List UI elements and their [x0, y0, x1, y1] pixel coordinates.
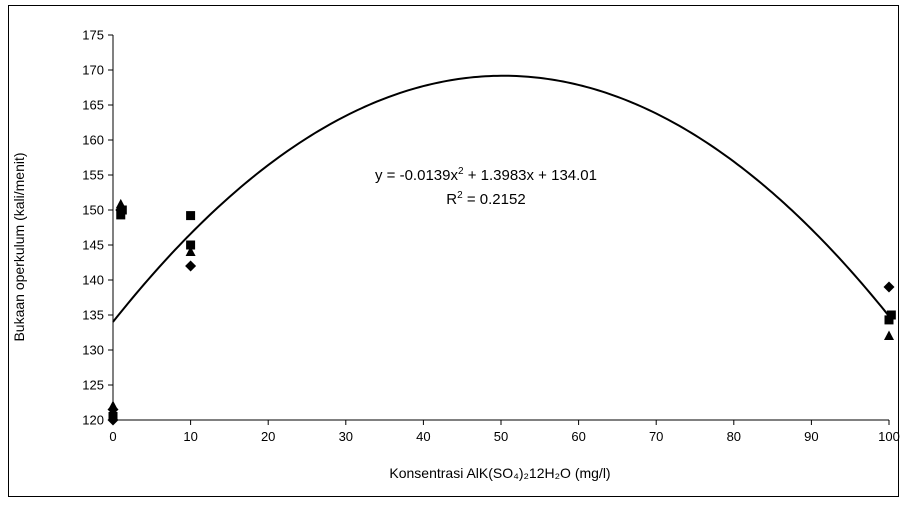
- square-point: [884, 315, 894, 325]
- x-tick-label: 10: [183, 429, 197, 444]
- square-point: [186, 211, 196, 221]
- y-axis-label: Bukaan operkulum (kali/menit): [11, 152, 27, 341]
- x-tick-label: 20: [261, 429, 275, 444]
- x-axis-label: Konsentrasi AlK(SO₄)₂12H₂O (mg/l): [389, 465, 610, 481]
- y-tick-label: 140: [82, 273, 104, 288]
- trendline-equation: y = -0.0139x2 + 1.3983x + 134.01: [375, 166, 597, 184]
- r-squared-label: R2 = 0.2152: [446, 190, 525, 208]
- y-tick-label: 160: [82, 133, 104, 148]
- y-tick-label: 165: [82, 98, 104, 113]
- x-tick-label: 80: [727, 429, 741, 444]
- chart-frame: [8, 5, 899, 497]
- diamond-point: [883, 281, 895, 293]
- y-tick-label: 150: [82, 203, 104, 218]
- x-tick-label: 40: [416, 429, 430, 444]
- data-points: [107, 198, 896, 426]
- x-tick-label: 70: [649, 429, 663, 444]
- square-point: [116, 210, 126, 220]
- y-tick-label: 120: [82, 413, 104, 428]
- triangle-point: [884, 330, 894, 340]
- x-tick-label: 0: [109, 429, 116, 444]
- x-tick-label: 30: [339, 429, 353, 444]
- y-tick-label: 145: [82, 238, 104, 253]
- y-tick-label: 175: [82, 28, 104, 43]
- trendline-group: [112, 74, 890, 323]
- trendline-curve: [112, 74, 890, 323]
- triangle-point: [108, 400, 118, 410]
- square-point: [186, 240, 196, 250]
- axes: 120 125 130 135 140 145 150 155 160 165 170 175 0 10 2…: [82, 28, 900, 445]
- square-point: [117, 205, 127, 215]
- x-tick-label: 100: [878, 429, 900, 444]
- x-tick-label: 50: [494, 429, 508, 444]
- y-tick-label: 155: [82, 168, 104, 183]
- square-point: [886, 310, 896, 320]
- triangle-point: [115, 198, 126, 209]
- x-tick-label: 60: [571, 429, 585, 444]
- diamond-point: [185, 260, 197, 272]
- y-tick-label: 125: [82, 378, 104, 393]
- y-tick-label: 170: [82, 63, 104, 78]
- y-tick-label: 130: [82, 343, 104, 358]
- y-tick-label: 135: [82, 308, 104, 323]
- square-point: [108, 412, 118, 421]
- triangle-point: [185, 246, 196, 256]
- x-tick-label: 90: [804, 429, 818, 444]
